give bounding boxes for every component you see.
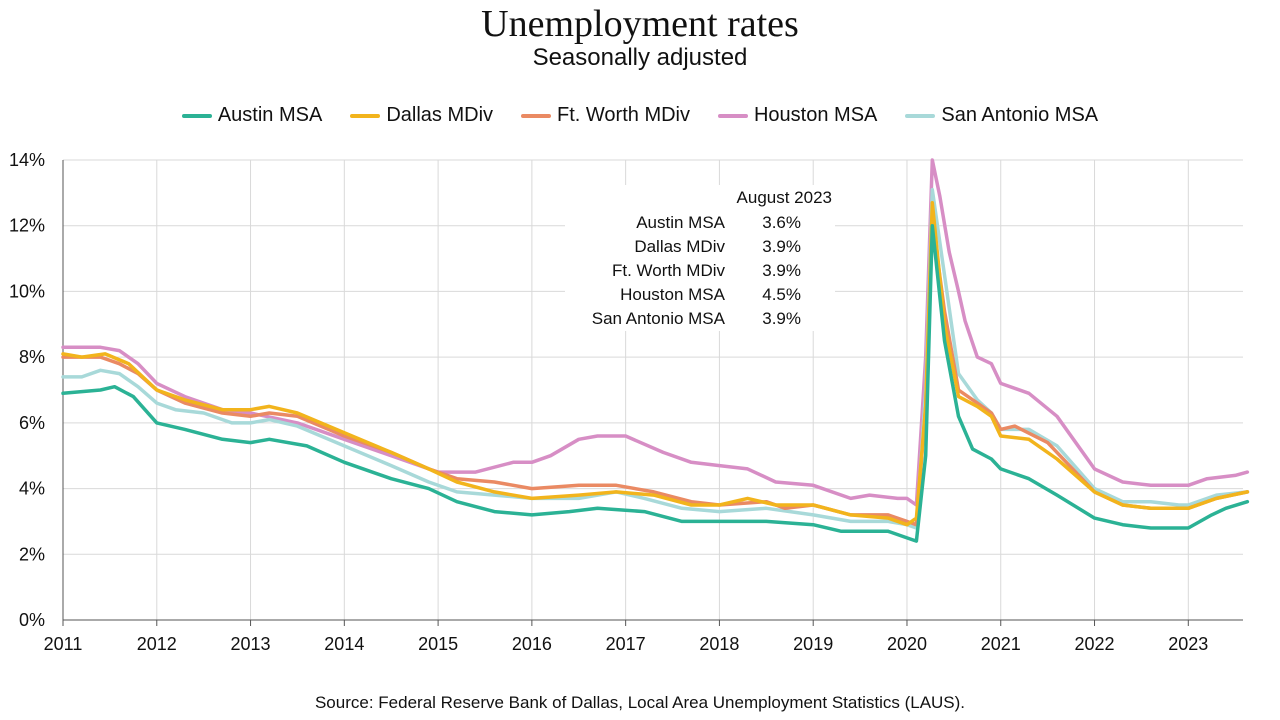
x-tick-label: 2015	[418, 634, 458, 654]
x-tick-label: 2020	[887, 634, 927, 654]
legend-swatch	[905, 113, 936, 118]
x-tick-label: 2014	[324, 634, 364, 654]
x-tick-label: 2016	[512, 634, 552, 654]
x-tick-label: 2021	[981, 634, 1021, 654]
annotation-series-value: 3.9%	[762, 309, 801, 328]
legend-item: Dallas MDiv	[350, 104, 493, 127]
legend-item: Ft. Worth MDiv	[521, 104, 690, 127]
annotation-row: Dallas MDiv 3.9%	[565, 235, 835, 259]
y-tick-label: 12%	[9, 216, 45, 236]
legend-swatch	[181, 113, 212, 118]
annotation-series-name: San Antonio MSA	[591, 309, 725, 328]
y-tick-label: 0%	[19, 610, 45, 630]
x-tick-label: 2013	[231, 634, 271, 654]
annotation-series-value: 3.9%	[762, 237, 801, 256]
source-note: Source: Federal Reserve Bank of Dallas, …	[314, 693, 966, 712]
legend-item: San Antonio MSA	[905, 104, 1098, 127]
annotation-series-name: Dallas MDiv	[634, 237, 725, 256]
legend-swatch	[350, 113, 381, 118]
y-axis-ticks: 0% 2% 4% 6% 8% 10% 12% 14%	[9, 150, 45, 630]
x-tick-label: 2023	[1168, 634, 1208, 654]
legend-label: Houston MSA	[753, 104, 878, 126]
legend-label: San Antonio MSA	[941, 104, 1099, 126]
annotation-rows: Austin MSA 3.6% Dallas MDiv 3.9% Ft. Worth M…	[565, 211, 835, 331]
y-tick-label: 8%	[19, 347, 45, 367]
x-tick-label: 2011	[44, 634, 83, 654]
annotation-series-value: 3.9%	[762, 261, 801, 280]
y-tick-label: 2%	[19, 544, 45, 564]
series-line-austin-msa	[61, 223, 1250, 543]
annotation-box: August 2023 Austin MSA 3.6% Dallas MDiv 3.9…	[565, 185, 835, 331]
annotation-header: August 2023	[736, 188, 832, 207]
x-tick-label: 2019	[793, 634, 833, 654]
series-lines	[61, 158, 1250, 543]
annotation-row: Austin MSA 3.6%	[565, 211, 835, 235]
chart-subtitle: Seasonally adjusted	[532, 44, 748, 71]
legend-label: Ft. Worth MDiv	[557, 104, 690, 126]
axes	[62, 160, 1243, 626]
legend-item: Austin MSA	[181, 104, 323, 127]
legend-label: Austin MSA	[217, 104, 323, 126]
annotation-row: San Antonio MSA 3.9%	[565, 307, 835, 331]
x-tick-label: 2022	[1074, 634, 1114, 654]
annotation-series-name: Houston MSA	[620, 285, 725, 304]
legend: Austin MSA Dallas MDiv Ft. Worth MDiv Houst…	[0, 104, 1280, 127]
series-line-san-antonio-msa	[61, 187, 1250, 530]
series-line-houston-msa	[61, 158, 1250, 507]
annotation-series-value: 4.5%	[762, 285, 801, 304]
legend-item: Houston MSA	[717, 104, 878, 127]
y-tick-label: 6%	[19, 413, 45, 433]
y-tick-label: 10%	[9, 281, 45, 301]
annotation-row: Ft. Worth MDiv 3.9%	[565, 259, 835, 283]
y-tick-label: 4%	[19, 479, 45, 499]
legend-swatch	[717, 113, 748, 118]
annotation-row: Houston MSA 4.5%	[565, 283, 835, 307]
x-tick-label: 2012	[137, 634, 177, 654]
y-tick-label: 14%	[9, 150, 45, 170]
x-axis-ticks: 2011 2012 2013 2014 2015 2016 2017 2018 2019 2020…	[44, 634, 1209, 654]
legend-label: Dallas MDiv	[386, 104, 494, 126]
series-line-dallas-mdiv	[61, 200, 1250, 527]
chart-title: Unemployment rates	[481, 3, 799, 45]
annotation-series-name: Austin MSA	[636, 213, 725, 232]
annotation-series-name: Ft. Worth MDiv	[611, 261, 725, 280]
legend-swatch	[521, 113, 552, 118]
x-tick-label: 2018	[699, 634, 739, 654]
x-tick-label: 2017	[606, 634, 646, 654]
annotation-series-value: 3.6%	[762, 213, 801, 232]
